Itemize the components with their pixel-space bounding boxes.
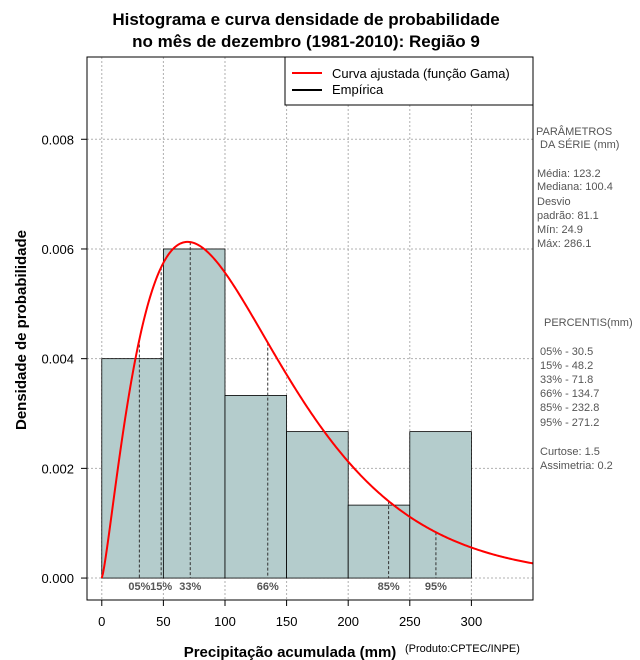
y-tick-label: 0.000 <box>41 571 74 586</box>
stat-media: Média: 123.2 <box>537 168 601 180</box>
stat-desvio-2: padrão: 81.1 <box>537 210 599 222</box>
x-tick-label: 250 <box>399 614 421 629</box>
legend: Curva ajustada (função Gama) Empírica <box>284 56 534 106</box>
x-axis-label: Precipitação acumulada (mm) <box>184 644 397 660</box>
histogram-bar <box>347 504 411 579</box>
x-tick-label: 50 <box>156 614 170 629</box>
x-tick-label: 150 <box>276 614 298 629</box>
y-axis: 0.000 0.002 0.004 0.006 0.008 <box>41 132 87 586</box>
percentile-labels: 05% 15% 33% 66% 85% 95% <box>128 581 447 593</box>
histogram-bar <box>101 358 164 579</box>
percentile-lines <box>138 242 437 579</box>
y-tick-label: 0.006 <box>41 242 74 257</box>
stat-max: Máx: 286.1 <box>537 238 591 250</box>
histogram-bar <box>409 431 472 579</box>
legend-box <box>284 56 534 106</box>
stat-assimetria: Assimetria: 0.2 <box>540 460 613 472</box>
stat-mediana: Mediana: 100.4 <box>537 181 613 193</box>
params-title-1: PARÂMETROS <box>536 125 612 138</box>
statistics-panel: PARÂMETROS DA SÉRIE (mm) Média: 123.2 Me… <box>536 125 633 472</box>
legend-label-empirical: Empírica <box>332 82 384 97</box>
x-tick-label: 0 <box>98 614 105 629</box>
histogram-bar <box>286 431 349 579</box>
percentil-row: 05% - 30.5 <box>540 346 593 358</box>
histogram-bar <box>224 395 287 579</box>
percentil-row: 85% - 232.8 <box>540 402 599 414</box>
credit-label: (Produto:CPTEC/INPE) <box>405 643 520 655</box>
percentil-row: 33% - 71.8 <box>540 374 593 386</box>
x-axis: 0 50 100 150 200 250 300 <box>98 600 482 629</box>
percentil-row: 15% - 48.2 <box>540 360 593 372</box>
y-tick-label: 0.008 <box>41 132 74 147</box>
percentil-row: 66% - 134.7 <box>540 388 599 400</box>
percentile-label: 33% <box>179 581 201 593</box>
x-tick-label: 100 <box>214 614 236 629</box>
percentile-label: 95% <box>425 581 447 593</box>
y-tick-label: 0.004 <box>41 352 74 367</box>
y-axis-label: Densidade de probabilidade <box>13 230 30 430</box>
chart-title-line2: no mês de dezembro (1981-2010): Região 9 <box>132 32 480 51</box>
percentile-label: 66% <box>257 581 279 593</box>
chart-title-line1: Histograma e curva densidade de probabil… <box>112 10 499 29</box>
percentis-title: PERCENTIS(mm) <box>544 317 633 329</box>
percentil-row: 95% - 271.2 <box>540 417 599 429</box>
stat-curtose: Curtose: 1.5 <box>540 446 600 458</box>
histogram-bars <box>101 248 472 579</box>
params-title-2: DA SÉRIE (mm) <box>540 138 619 151</box>
legend-label-curve: Curva ajustada (função Gama) <box>332 66 510 81</box>
histogram-bar <box>162 248 226 579</box>
x-tick-label: 200 <box>337 614 359 629</box>
stat-desvio-1: Desvio <box>537 196 571 208</box>
percentile-label: 05% <box>128 581 150 593</box>
x-tick-label: 300 <box>461 614 483 629</box>
y-tick-label: 0.002 <box>41 461 74 476</box>
percentile-label: 15% <box>150 581 172 593</box>
percentile-label: 85% <box>378 581 400 593</box>
gamma-curve <box>100 240 534 579</box>
stat-min: Mín: 24.9 <box>537 224 583 236</box>
